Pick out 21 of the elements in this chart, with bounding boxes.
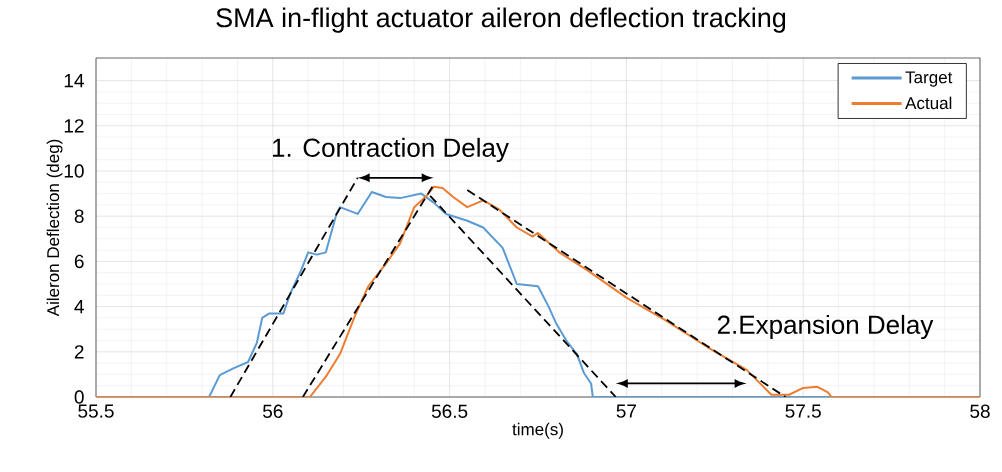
y-tick-label: 14 <box>64 74 84 88</box>
x-tick-label: 56 <box>263 404 283 418</box>
y-tick-label: 6 <box>74 254 84 269</box>
annotation: 2.Expansion Delay <box>717 314 934 340</box>
y-tick-label: 8 <box>74 209 84 223</box>
legend-label: Actual <box>905 96 952 110</box>
annotation: 1. Contraction Delay <box>273 137 509 163</box>
x-tick-label: 58 <box>970 404 990 418</box>
chart-title: SMA in-flight actuator aileron deflection tracking <box>216 7 786 33</box>
x-tick-label: 57 <box>616 404 637 418</box>
y-axis-title: Aileron Deflection (deg) <box>46 139 63 317</box>
y-tick-label: 2 <box>74 345 84 359</box>
y-tick-label: 0 <box>74 390 84 404</box>
y-tick-label: 12 <box>64 119 84 133</box>
y-tick-label: 10 <box>64 164 84 178</box>
x-tick-label: 55.5 <box>78 404 114 418</box>
x-tick-label: 56.5 <box>431 404 468 418</box>
y-tick-label: 4 <box>74 300 84 314</box>
x-tick-label: 57.5 <box>785 404 821 418</box>
legend-label: Target <box>905 71 953 87</box>
x-axis-title: time(s) <box>512 422 563 439</box>
